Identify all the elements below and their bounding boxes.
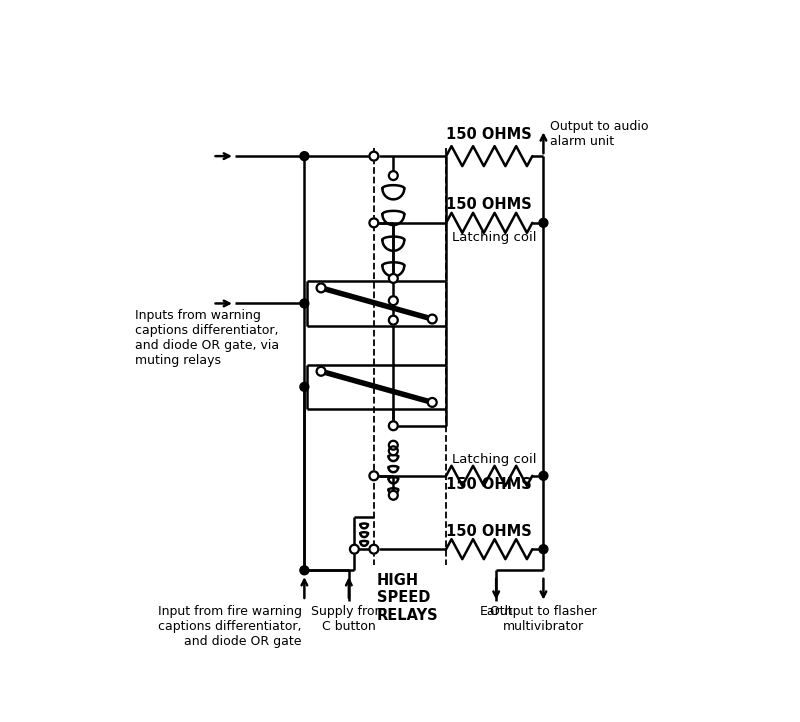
Circle shape bbox=[317, 284, 326, 292]
Circle shape bbox=[539, 218, 548, 227]
Circle shape bbox=[539, 544, 548, 554]
Circle shape bbox=[370, 152, 378, 160]
Circle shape bbox=[389, 440, 398, 450]
Circle shape bbox=[539, 471, 548, 480]
Circle shape bbox=[389, 491, 398, 500]
Text: Inputs from warning
captions differentiator,
and diode OR gate, via
muting relay: Inputs from warning captions differentia… bbox=[135, 309, 279, 367]
Circle shape bbox=[389, 274, 398, 283]
Circle shape bbox=[389, 422, 398, 430]
Circle shape bbox=[428, 315, 437, 323]
Text: Earth: Earth bbox=[479, 605, 513, 618]
Text: Output to audio
alarm unit: Output to audio alarm unit bbox=[550, 120, 649, 148]
Text: 150 OHMS: 150 OHMS bbox=[446, 524, 532, 539]
Circle shape bbox=[370, 471, 378, 480]
Text: 150 OHMS: 150 OHMS bbox=[446, 196, 532, 212]
Circle shape bbox=[300, 566, 309, 575]
Circle shape bbox=[370, 544, 378, 554]
Circle shape bbox=[300, 383, 309, 391]
Text: 150 OHMS: 150 OHMS bbox=[446, 477, 532, 492]
Circle shape bbox=[389, 316, 398, 325]
Circle shape bbox=[300, 299, 309, 308]
Text: 150 OHMS: 150 OHMS bbox=[446, 127, 532, 142]
Circle shape bbox=[389, 296, 398, 305]
Circle shape bbox=[317, 367, 326, 375]
Circle shape bbox=[370, 218, 378, 227]
Text: Latching coil: Latching coil bbox=[452, 231, 536, 244]
Circle shape bbox=[428, 398, 437, 407]
Circle shape bbox=[350, 544, 359, 554]
Text: Input from fire warning
captions differentiator,
and diode OR gate: Input from fire warning captions differe… bbox=[158, 605, 302, 648]
Text: Output to flasher
multivibrator: Output to flasher multivibrator bbox=[490, 605, 597, 632]
Circle shape bbox=[389, 446, 398, 456]
Text: Supply from
C button: Supply from C button bbox=[311, 605, 386, 632]
Circle shape bbox=[389, 171, 398, 180]
Text: Latching coil: Latching coil bbox=[452, 453, 536, 466]
Text: HIGH
SPEED
RELAYS: HIGH SPEED RELAYS bbox=[377, 573, 438, 623]
Circle shape bbox=[300, 152, 309, 160]
